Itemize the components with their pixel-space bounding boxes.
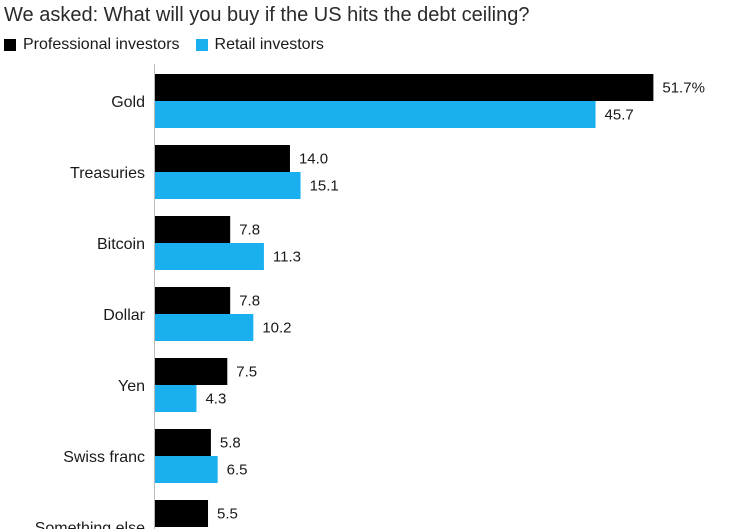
legend: Professional investors Retail investors	[4, 36, 340, 54]
data-label-dollar-professional: 7.8	[239, 293, 260, 310]
category-label-gold: Gold	[111, 94, 145, 111]
data-label-yen-retail: 4.3	[205, 391, 226, 408]
category-label-dollar: Dollar	[103, 307, 145, 324]
data-label-bitcoin-retail: 11.3	[273, 249, 301, 266]
category-label-something-else: Something else	[35, 520, 145, 529]
legend-item-retail: Retail investors	[195, 36, 324, 54]
legend-swatch-professional	[4, 39, 16, 51]
bar-gold-retail	[155, 101, 596, 128]
bar-yen-retail	[155, 385, 197, 412]
category-label-treasuries: Treasuries	[70, 165, 145, 182]
data-label-something-else-professional: 5.5	[217, 506, 238, 523]
data-label-yen-professional: 7.5	[236, 364, 257, 381]
bar-gold-professional	[155, 74, 654, 101]
bar-treasuries-professional	[155, 145, 290, 172]
bar-treasuries-retail	[155, 172, 301, 199]
data-label-swiss-franc-retail: 6.5	[227, 462, 248, 479]
category-label-bitcoin: Bitcoin	[97, 236, 145, 253]
data-label-treasuries-retail: 15.1	[310, 178, 339, 195]
legend-label-retail: Retail investors	[214, 36, 324, 53]
bar-bitcoin-retail	[155, 243, 264, 270]
bar-something-else-professional	[155, 500, 209, 527]
category-label-swiss-franc: Swiss franc	[63, 449, 145, 466]
chart-title: We asked: What will you buy if the US hi…	[4, 4, 530, 26]
data-label-gold-professional: 51.7%	[662, 80, 705, 97]
bar-swiss-franc-retail	[155, 456, 218, 483]
legend-swatch-retail	[195, 39, 208, 51]
category-label-yen: Yen	[118, 378, 145, 395]
bar-dollar-retail	[155, 314, 254, 341]
data-label-dollar-retail: 10.2	[262, 320, 291, 337]
bar-swiss-franc-professional	[155, 429, 211, 456]
data-label-treasuries-professional: 14.0	[299, 151, 328, 168]
bar-yen-professional	[155, 358, 228, 385]
data-label-swiss-franc-professional: 5.8	[220, 435, 241, 452]
bar-dollar-professional	[155, 287, 231, 314]
bar-bitcoin-professional	[155, 216, 231, 243]
legend-item-professional: Professional investors	[4, 36, 180, 54]
legend-label-professional: Professional investors	[23, 36, 180, 53]
data-label-gold-retail: 45.7	[605, 107, 634, 124]
data-label-bitcoin-professional: 7.8	[239, 222, 260, 239]
